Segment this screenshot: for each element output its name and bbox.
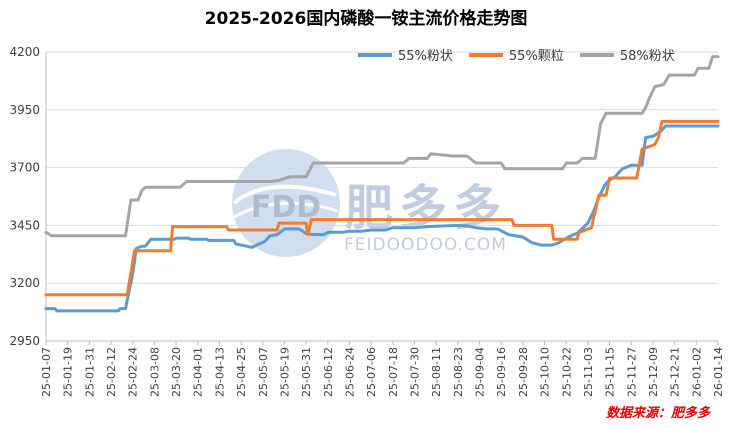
chart-title: 2025-2026国内磷酸一铵主流价格走势图 [204, 9, 528, 29]
x-tick-label: 25-06-24 [343, 347, 356, 397]
legend-item-58-powder: 58%粉状 [579, 45, 675, 64]
y-tick-label: 2950 [9, 334, 40, 348]
legend-swatch [358, 52, 392, 57]
y-tick-label: 4200 [9, 45, 40, 59]
x-tick-label: 26-01-02 [690, 347, 703, 397]
x-tick-label: 25-08-11 [430, 347, 443, 397]
legend-label: 58%粉状 [619, 49, 675, 64]
svg-text:FDD: FDD [251, 190, 321, 225]
y-tick-label: 3200 [9, 276, 40, 290]
legend-label: 55%颗粒 [508, 49, 564, 64]
x-tick-label: 25-05-07 [257, 347, 270, 397]
x-tick-label: 25-11-27 [625, 347, 638, 397]
x-tick-label: 25-12-21 [669, 347, 682, 397]
x-tick-label: 25-05-19 [278, 347, 291, 397]
x-tick-label: 25-04-01 [192, 347, 205, 397]
y-tick-label: 3700 [9, 161, 40, 175]
legend-item-55-powder: 55%粉状 [358, 45, 453, 64]
watermark-site: FEIDOODOO.COM [344, 235, 507, 255]
x-tick-label: 25-01-31 [83, 347, 96, 397]
x-tick-label: 25-07-06 [365, 347, 378, 397]
x-tick-label: 25-11-15 [604, 347, 617, 397]
y-tick-label: 3450 [9, 218, 40, 232]
x-tick-label: 25-07-30 [409, 347, 422, 397]
x-tick-label: 25-08-23 [452, 347, 465, 397]
x-tick-label: 25-03-08 [148, 347, 161, 397]
data-source: 数据来源：肥多多 [605, 406, 710, 421]
x-tick-label: 25-01-07 [40, 347, 53, 397]
x-tick-label: 25-10-22 [560, 347, 573, 397]
legend-item-55-granular: 55%颗粒 [468, 45, 564, 64]
x-tick-label: 25-10-10 [539, 347, 552, 397]
x-tick-label: 25-02-24 [127, 347, 140, 397]
legend-label: 55%粉状 [398, 49, 453, 64]
series-line [44, 119, 720, 297]
x-tick-label: 25-09-28 [517, 347, 530, 397]
x-tick-label: 25-06-12 [322, 347, 335, 397]
x-tick-label: 25-01-19 [62, 347, 75, 397]
x-tick-label: 25-05-31 [300, 347, 313, 397]
x-tick-label: 25-02-12 [105, 347, 118, 397]
x-tick-label: 26-01-14 [712, 347, 725, 397]
y-tick-label: 3950 [9, 103, 40, 117]
x-tick-label: 25-04-13 [213, 347, 226, 397]
series-line [44, 55, 720, 238]
x-tick-label: 25-09-04 [474, 347, 487, 397]
x-tick-label: 25-07-18 [387, 347, 400, 397]
chart-legend: 55%粉状 55%颗粒 58%粉状 [358, 45, 675, 64]
x-tick-label: 25-04-25 [235, 347, 248, 397]
x-tick-label: 25-12-09 [647, 347, 660, 397]
x-tick-label: 25-03-20 [170, 347, 183, 397]
x-tick-label: 25-11-03 [582, 347, 595, 397]
x-tick-label: 25-09-16 [495, 347, 508, 397]
legend-swatch [579, 52, 614, 57]
legend-swatch [468, 52, 503, 57]
